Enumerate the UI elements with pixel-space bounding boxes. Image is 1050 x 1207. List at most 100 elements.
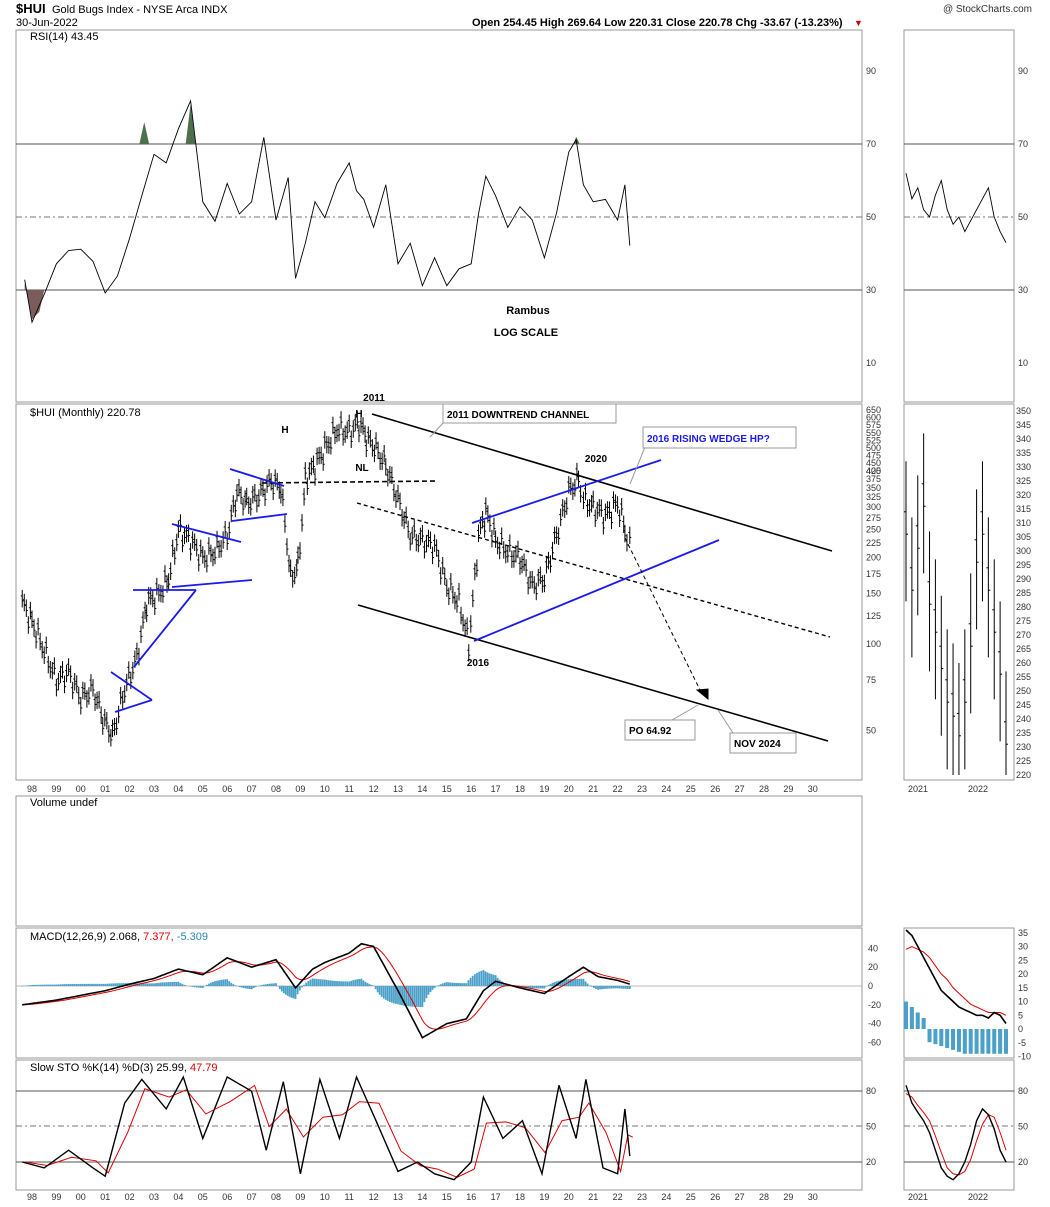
macd-histogram-bar (193, 986, 196, 988)
x-axis-label: 13 (393, 1192, 403, 1202)
macd-histogram-bar (531, 986, 534, 989)
macd-histogram-bar (614, 986, 617, 989)
macd-histogram-bar (29, 985, 32, 986)
macd-histogram-bar (228, 981, 231, 986)
macd-histogram-bar (67, 984, 70, 986)
side-macd-histogram-bar (968, 1029, 973, 1054)
x-axis-label: 12 (369, 784, 379, 794)
side-price-tick: 245 (1016, 700, 1031, 710)
macd-signal-value: 7.377, (143, 931, 174, 943)
macd-histogram-bar (275, 983, 277, 986)
macd-histogram-bar (490, 974, 493, 986)
macd-histogram-bar (296, 986, 299, 995)
x-axis-label: 09 (295, 784, 305, 794)
macd-histogram-bar (305, 982, 308, 986)
macd-histogram-bar (309, 979, 312, 986)
side-price-tick: 225 (1016, 756, 1031, 766)
macd-histogram-bar (447, 982, 450, 986)
macd-histogram-bar (177, 981, 180, 986)
macd-histogram-bar (43, 984, 46, 986)
macd-panel (15, 927, 863, 1059)
macd-histogram-bar (161, 982, 164, 986)
x-axis-label: 03 (149, 1192, 159, 1202)
macd-histogram-bar (280, 986, 283, 992)
macd-histogram-bar (250, 986, 253, 990)
side-macd-histogram-bar (986, 1029, 991, 1054)
side-price-tick: 320 (1016, 490, 1031, 500)
macd-histogram-bar (449, 982, 452, 986)
rsi-overbought-fill (139, 122, 150, 144)
nov-callout-box (729, 732, 797, 754)
macd-tick: 40 (868, 943, 878, 953)
price-tick: 300 (866, 502, 881, 512)
macd-histogram-bar (547, 985, 550, 986)
sto-label: Slow STO %K(14) %D(3) 25.99, 47.79 (30, 1062, 218, 1074)
macd-histogram-bar (120, 983, 123, 986)
side-price-tick: 265 (1016, 644, 1031, 654)
x-axis-label: 25 (686, 784, 696, 794)
macd-histogram-bar (254, 986, 257, 988)
head-left-note: H (281, 425, 288, 436)
side-macd-line (905, 929, 1007, 1024)
macd-histogram-bar (411, 986, 414, 1007)
side-x-axis-label: 2022 (968, 1192, 988, 1202)
macd-histogram-bar (246, 986, 249, 989)
x-axis-label: 12 (369, 1192, 379, 1202)
side-sto-k-line (905, 1085, 1007, 1181)
side-price-tick: 300 (1016, 546, 1031, 556)
down-marker: ▼ (854, 18, 863, 28)
side-rsi-tick: 50 (1018, 212, 1028, 222)
price-label: $HUI (Monthly) 220.78 (30, 407, 141, 419)
macd-histogram-bar (480, 970, 483, 986)
macd-histogram-bar (578, 978, 581, 986)
macd-histogram-bar (533, 986, 536, 989)
side-macd-tick: 30 (1018, 942, 1028, 952)
rsi-panel (15, 29, 863, 403)
downtrend-mid-line (356, 502, 831, 638)
side-rsi-line (905, 173, 1007, 243)
macd-histogram-bar (142, 983, 145, 986)
x-axis-label: 19 (539, 1192, 549, 1202)
macd-histogram-bar (234, 985, 237, 986)
x-axis-label: 27 (735, 1192, 745, 1202)
x-axis-label: 17 (491, 784, 501, 794)
macd-histogram-bar (572, 979, 574, 986)
index-description: Gold Bugs Index - NYSE Arca INDX (52, 4, 228, 16)
price-tick: 100 (866, 639, 881, 649)
macd-histogram-bar (39, 984, 42, 986)
macd-histogram-bar (279, 986, 281, 990)
side-price-tick: 235 (1016, 728, 1031, 738)
price-tick: 250 (866, 525, 881, 535)
side-rsi-tick: 70 (1018, 139, 1028, 149)
x-axis-label: 30 (808, 784, 818, 794)
macd-histogram-bar (364, 981, 367, 986)
macd-histogram-bar (403, 986, 405, 1006)
macd-histogram-bar (313, 978, 316, 986)
price-tick: 525 (866, 435, 881, 445)
macd-histogram-bar (108, 983, 111, 986)
macd-histogram-bar (622, 986, 625, 989)
price-tick: 75 (866, 675, 876, 685)
macd-histogram-bar (582, 978, 585, 986)
macd-histogram-bar (401, 986, 403, 1006)
macd-histogram-bar (171, 981, 174, 986)
macd-histogram-bar (157, 982, 159, 986)
macd-histogram-bar (395, 986, 397, 1004)
side-price-tick: 280 (1016, 602, 1031, 612)
macd-histogram-bar (57, 984, 60, 986)
x-axis-label: 08 (271, 784, 281, 794)
macd-histogram-bar (69, 984, 72, 986)
macd-histogram-bar (173, 981, 176, 986)
side-price-tick: 290 (1016, 574, 1031, 584)
x-axis-label: 07 (247, 784, 257, 794)
x-axis-label: 07 (247, 1192, 257, 1202)
macd-histogram-bar (138, 983, 141, 986)
side-macd-histogram-bar (956, 1029, 961, 1052)
year-2020-note: 2020 (585, 454, 608, 465)
macd-histogram-bar (149, 983, 151, 986)
macd-histogram-bar (65, 984, 68, 986)
po-callout: PO 64.92 (629, 726, 672, 737)
x-axis-label: 23 (637, 1192, 647, 1202)
chart-date: 30-Jun-2022 (16, 17, 78, 29)
rsi-line (24, 99, 631, 324)
